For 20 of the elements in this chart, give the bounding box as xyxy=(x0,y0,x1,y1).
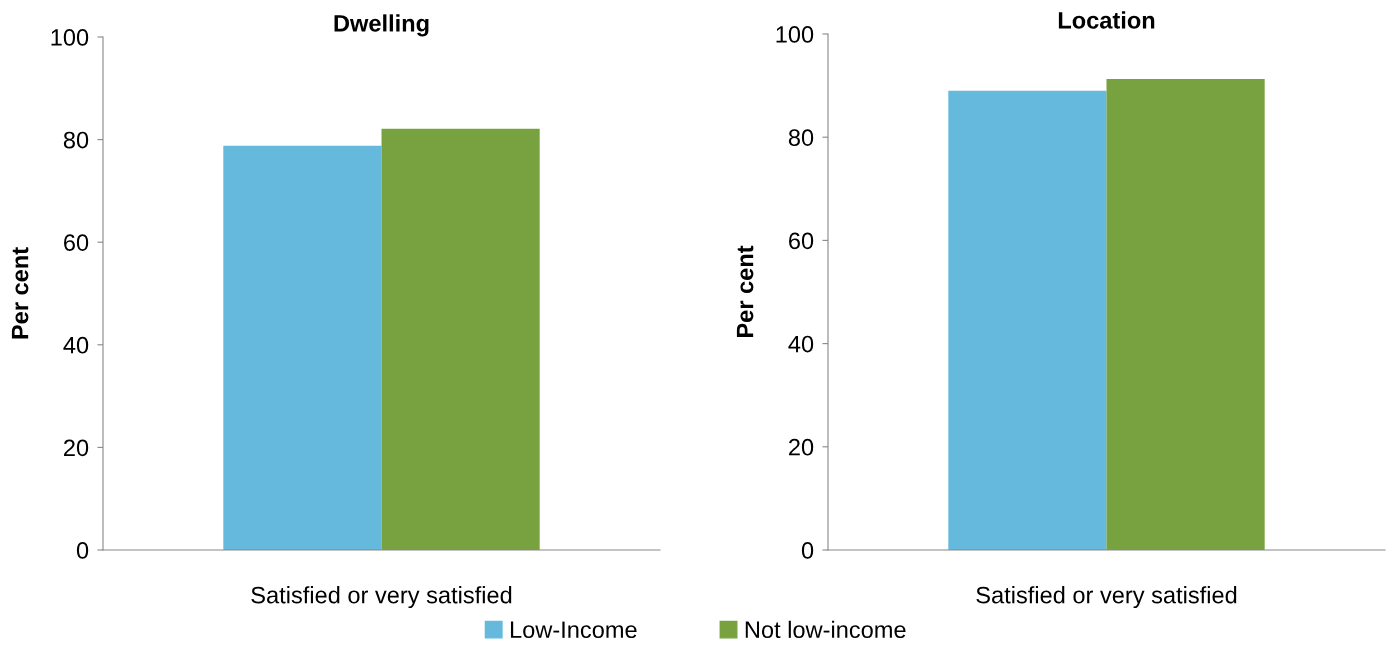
y-tick-label: 0 xyxy=(76,542,89,559)
y-tick-label: 80 xyxy=(63,131,89,149)
y-axis-title: Per cent xyxy=(11,247,29,339)
x-tick-label: Satisfied or very satisfied xyxy=(976,586,1237,609)
y-tick-label: 40 xyxy=(63,336,89,354)
y-tick-label: 40 xyxy=(788,335,814,353)
y-tick-label: 100 xyxy=(51,29,89,46)
chart-title: Location xyxy=(1058,11,1155,29)
y-tick-label: 100 xyxy=(776,26,814,43)
y-tick-label: 20 xyxy=(789,438,814,456)
y-axis-title: Per cent xyxy=(736,245,754,338)
x-tick-label: Satisfied or very satisfied xyxy=(251,586,512,609)
y-tick-label: 80 xyxy=(788,129,814,146)
y-tick-label: 60 xyxy=(64,234,89,251)
y-tick-label: 0 xyxy=(801,542,814,559)
y-tick-label: 20 xyxy=(64,439,89,457)
y-tick-label: 60 xyxy=(789,232,814,250)
legend-label: Not low-income xyxy=(745,620,906,639)
legend-label: Low-Income xyxy=(510,621,637,639)
chart-title: Dwelling xyxy=(334,14,429,37)
